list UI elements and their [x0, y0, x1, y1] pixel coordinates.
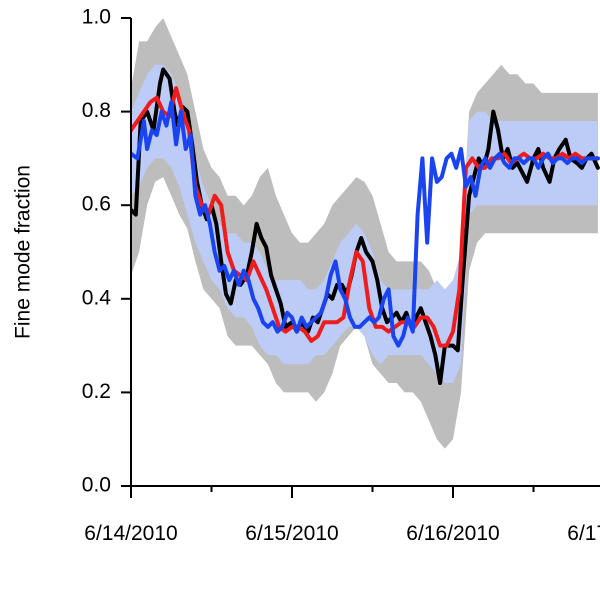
x-ticks: 6/14/2010 6/15/2010 6/16/2010 6/17/2010 — [84, 486, 600, 545]
y-tick-label: 1.0 — [82, 6, 111, 29]
x-tick-label: 6/14/2010 — [84, 522, 177, 545]
band-1 — [131, 64, 598, 384]
y-tick-label: 0.8 — [82, 99, 111, 122]
series-line-1 — [131, 86, 600, 348]
y-ticks: 0.0 0.2 0.4 0.6 0.8 1.0 — [82, 6, 131, 497]
x-tick-label: 6/17/2010 — [567, 522, 600, 545]
axes — [130, 18, 600, 487]
y-tick-label: 0.6 — [82, 193, 111, 216]
series-lines — [131, 67, 600, 385]
series-line-2 — [131, 100, 600, 348]
y-tick-label: 0.4 — [82, 286, 112, 309]
x-tick-label: 6/15/2010 — [245, 522, 338, 545]
y-tick-label: 0.0 — [82, 474, 111, 497]
y-axis-label: Fine mode fraction — [12, 165, 35, 339]
uncertainty-bands — [131, 18, 598, 449]
x-tick-label: 6/16/2010 — [406, 522, 499, 545]
y-tick-label: 0.2 — [82, 380, 111, 403]
